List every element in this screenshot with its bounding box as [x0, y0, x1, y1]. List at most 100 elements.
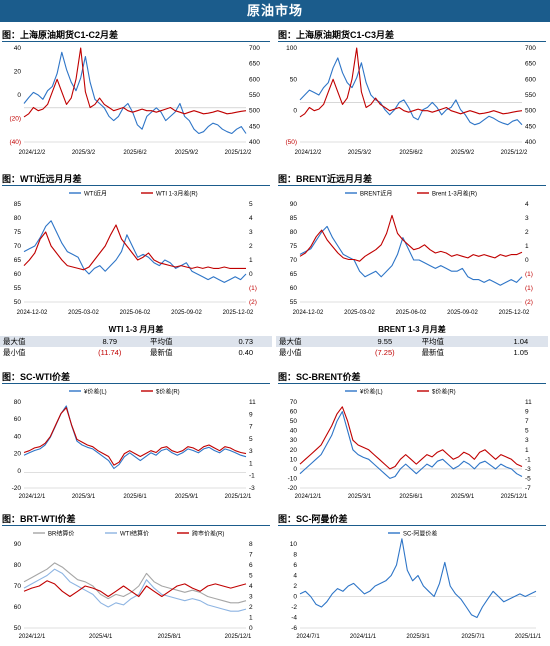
series-line [299, 57, 523, 126]
legend-label: WTI近月 [84, 190, 107, 198]
stat-value: 0.73 [219, 336, 272, 347]
y-tick-label-right: 450 [525, 123, 536, 130]
y-tick-label-right: 4 [249, 583, 253, 590]
y-tick-label-left: 20 [14, 69, 22, 76]
panel-title-sc-wti: 图：SC-WTI价差 [2, 372, 70, 382]
series-line [299, 214, 523, 262]
x-tick-label: 2025/9/2 [175, 150, 199, 156]
y-tick-label-right: 550 [249, 92, 260, 99]
panel-divider [278, 525, 546, 526]
y-tick-label-left: 100 [286, 45, 297, 52]
chart-sc-c1c2: 40 20 0 (20) (40) 700 650 600 550 500 450 400 2024/1… [9, 45, 260, 156]
x-tick-label: 2025/3/1 [406, 634, 430, 640]
x-tick-label: 2025-12-02 [499, 310, 530, 316]
stat-label: 最大值 [0, 336, 73, 347]
y-tick-label-left: 55 [14, 285, 22, 292]
x-tick-label: 2024/12/1 [295, 494, 322, 500]
panel-title-brent-spread: 图：BRENT近远月月差 [278, 174, 372, 184]
y-tick-label-left: 60 [14, 604, 22, 611]
series-line [299, 406, 523, 470]
y-tick-label-right: 650 [525, 61, 536, 68]
x-tick-label: 2024/12/1 [19, 634, 46, 640]
y-tick-label-right: 0 [249, 625, 253, 632]
table-row: 最小值 (7.25) 最新值 1.05 [276, 347, 548, 358]
x-tick-label: 2025-09-02 [447, 310, 478, 316]
panel-title-brt-wti: 图：BRT-WTI价差 [2, 514, 76, 524]
chart-brent-spread: 90 85 80 75 70 65 60 55 4 3 2 1 0 (1) (1) (2) 2024-12-02… [290, 190, 533, 317]
y-tick-label-right: 8 [249, 541, 253, 548]
y-tick-label-left: 0 [293, 594, 297, 601]
panel-title-sc-c1c2: 图：上海原油期货C1-C2月差 [2, 30, 119, 40]
y-tick-label-left: (20) [9, 116, 21, 123]
x-tick-label: 2025/6/1 [123, 494, 147, 500]
y-tick-label-right: 1 [249, 257, 253, 264]
y-tick-label-left: 50 [290, 418, 298, 425]
y-tick-label-right: -1 [525, 456, 531, 463]
x-tick-label: 2024/12/1 [19, 494, 46, 500]
stat-value: 0.40 [238, 348, 254, 357]
y-tick-label-left: 55 [290, 299, 298, 306]
y-tick-label-right: 1 [525, 447, 529, 454]
y-tick-label-left: 10 [290, 456, 298, 463]
y-tick-label-right: 2 [249, 604, 253, 611]
y-tick-label-right: 3 [249, 448, 253, 455]
stat-label: 最新值 [421, 348, 445, 357]
stat-value: 1.04 [493, 336, 548, 347]
series-line [23, 562, 247, 604]
legend-label: WTI 1-3月差(R) [156, 190, 198, 198]
x-tick-label: 2025/3/2 [72, 150, 96, 156]
y-tick-label-left: 65 [14, 257, 22, 264]
series-line [23, 580, 247, 598]
page-title: 原油市场 [0, 0, 550, 22]
y-tick-label-left: -2 [291, 604, 297, 611]
x-tick-label: 2024/12/2 [19, 150, 46, 156]
x-tick-label: 2025/6/2 [123, 150, 147, 156]
y-tick-label-left: 80 [14, 562, 22, 569]
legend-label: $价差(R) [432, 388, 456, 396]
wti-stats-title: WTI 1-3 月月差 [108, 325, 164, 334]
y-tick-label-left: 20 [14, 451, 22, 458]
y-tick-label-right: 600 [525, 76, 536, 83]
y-tick-label-left: 70 [14, 583, 22, 590]
chart-sc-wti: 80 60 40 20 0 -20 11 9 7 5 3 1 -1 -3 2024/12/1 2025/3/1… [12, 388, 257, 501]
y-tick-label-left: 20 [290, 447, 298, 454]
y-tick-label-left: -20 [288, 485, 298, 492]
y-tick-label-left: 0 [293, 108, 297, 115]
stat-value: (11.74) [98, 348, 122, 357]
x-tick-label: 2025-09-02 [171, 310, 202, 316]
x-tick-label: 2025/3/1 [348, 494, 372, 500]
y-tick-label-left: 0 [17, 468, 21, 475]
x-tick-label: 2025-03-02 [68, 310, 99, 316]
y-tick-label-right: 0 [249, 271, 253, 278]
stat-label: 最大值 [276, 336, 352, 347]
stat-label: 最新值 [149, 348, 173, 357]
y-tick-label-right: 4 [525, 201, 529, 208]
y-tick-label-right: 650 [249, 61, 260, 68]
brent-stats-table: 最大值 9.55 平均值 1.04 最小值 (7.25) 最新值 1.05 [276, 336, 548, 358]
panel-title-wti-spread: 图：WTI近远月月差 [2, 174, 82, 184]
y-tick-label-right: 1 [249, 460, 253, 467]
x-tick-label: 2024-12-02 [17, 310, 48, 316]
y-tick-label-left: 50 [14, 299, 22, 306]
y-tick-label-left: 85 [14, 201, 22, 208]
x-tick-label: 2025-06-02 [396, 310, 427, 316]
chart-sc-brent: 70 60 50 40 30 20 10 0 -10 -20 11 9 7 5 3 1 -1 -3 -5 -7 2024… [288, 388, 533, 501]
x-tick-label: 2025/3/2 [348, 150, 372, 156]
legend-label: Brent 1-3月差(R) [432, 190, 477, 198]
y-tick-label-right: 500 [249, 108, 260, 115]
panel-divider [278, 185, 546, 186]
y-tick-label-left: 8 [293, 552, 297, 559]
y-tick-label-left: 80 [14, 399, 22, 406]
y-tick-label-right: 400 [249, 139, 260, 146]
y-tick-label-left: (50) [285, 139, 297, 146]
x-tick-label: 2025-12-02 [223, 310, 254, 316]
y-tick-label-right: 9 [525, 409, 529, 416]
y-tick-label-right: 5 [249, 573, 253, 580]
stat-value: 8.79 [72, 336, 147, 347]
y-tick-label-left: 40 [290, 428, 298, 435]
x-tick-label: 2025/9/1 [175, 494, 199, 500]
y-tick-label-right: 7 [249, 552, 253, 559]
series-line [23, 224, 246, 271]
y-tick-label-right: -7 [525, 485, 531, 492]
y-tick-label-right: 2 [525, 229, 529, 236]
